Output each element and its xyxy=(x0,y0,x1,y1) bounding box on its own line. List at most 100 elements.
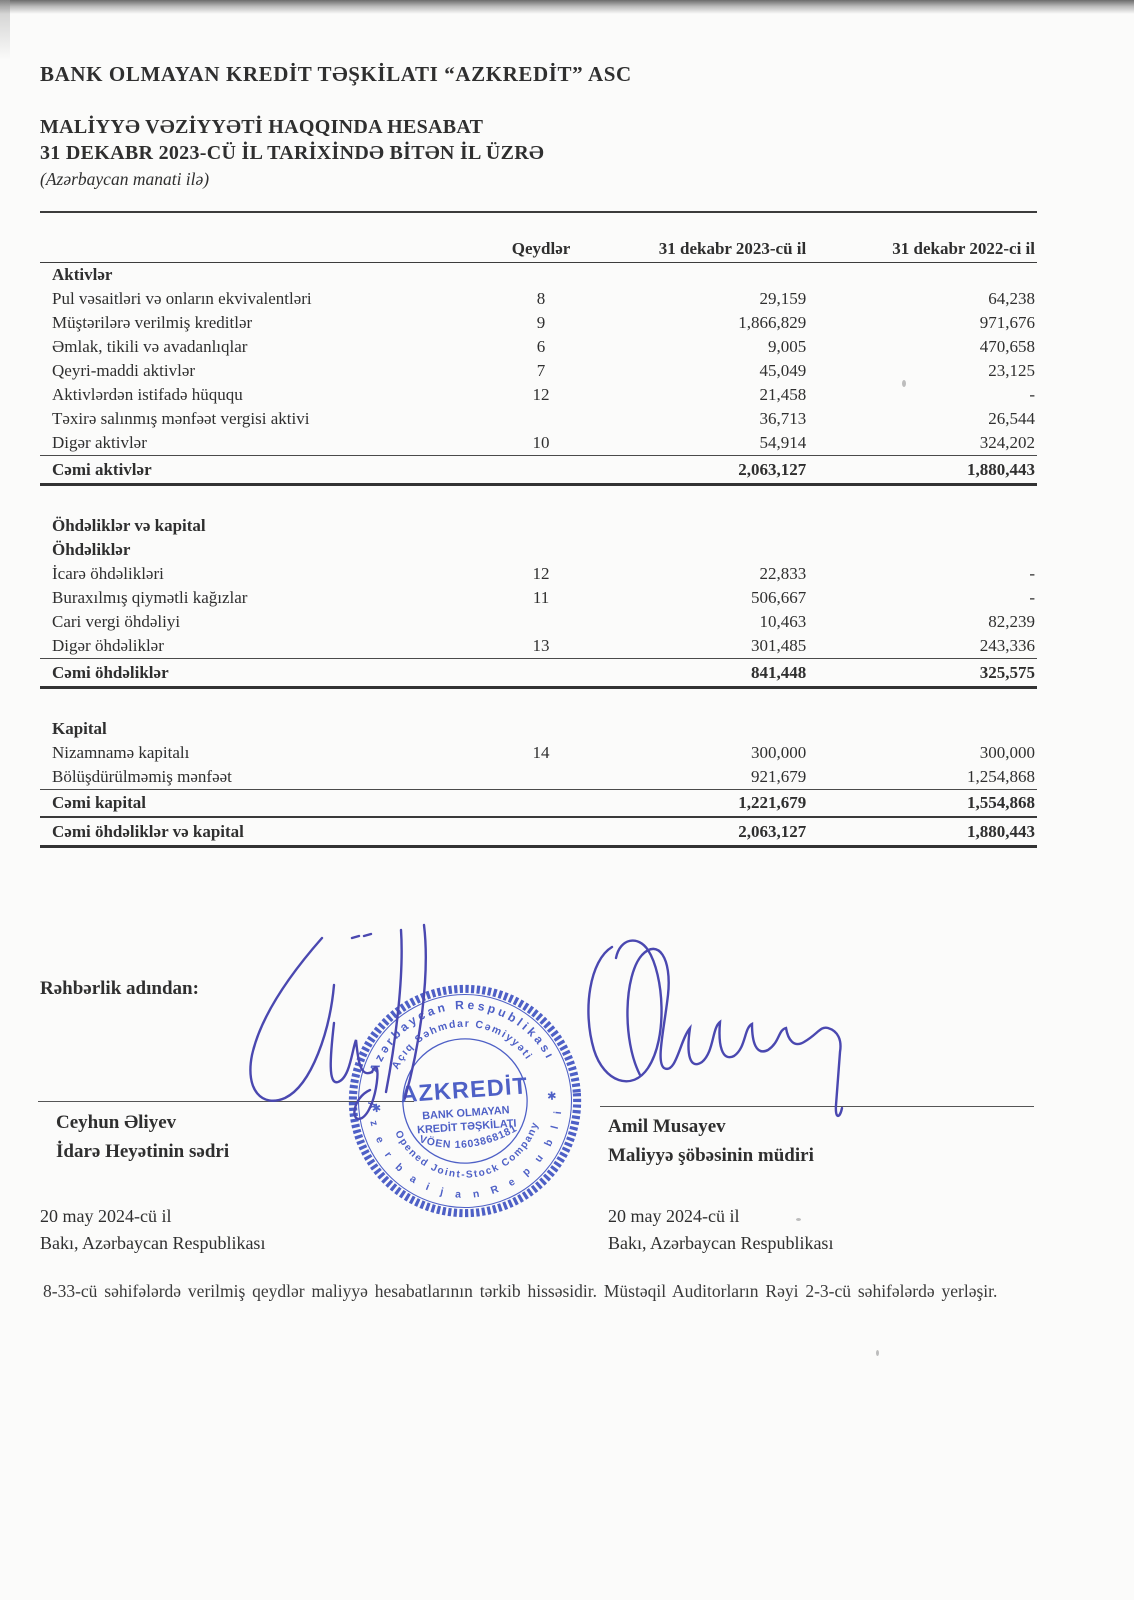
row-label: Müştərilərə verilmiş kreditlər xyxy=(52,313,253,332)
table-row: Digər aktivlər 10 54,914 324,202 xyxy=(40,431,1037,455)
row-value-2022: 300,000 xyxy=(979,743,1036,762)
row-value-2022: 243,336 xyxy=(979,636,1036,655)
row-value-2023: 1,221,679 xyxy=(738,793,807,812)
signatory-title: İdarə Heyətinin sədri xyxy=(56,1141,230,1162)
signatory-right: Amil Musayev Maliyyə şöbəsinin müdiri xyxy=(608,1112,814,1170)
sign-date: 20 may 2024-cü il xyxy=(608,1206,740,1226)
row-value-2023: 300,000 xyxy=(751,743,807,762)
table-spacer-row xyxy=(40,486,1037,514)
row-label: İcarə öhdəlikləri xyxy=(52,564,164,583)
row-label: Cari vergi öhdəliyi xyxy=(52,612,181,631)
table-row: Öhdəliklər və kapital xyxy=(40,514,1037,538)
currency-note: (Azərbaycan manati ilə) xyxy=(40,169,210,189)
scan-speck xyxy=(902,380,906,387)
row-label: Əmlak, tikili və avadanlıqlar xyxy=(52,337,248,356)
row-value-2023: 45,049 xyxy=(759,361,807,380)
table-row: Nizamnamə kapitalı 14 300,000 300,000 xyxy=(40,741,1037,765)
row-note-number: 6 xyxy=(536,337,546,356)
table-row: Cəmi kapital 1,221,679 1,554,868 xyxy=(40,789,1037,818)
table-row: Öhdəliklər xyxy=(40,538,1037,562)
date-place-right: 20 may 2024-cü il Bakı, Azərbaycan Respu… xyxy=(608,1203,833,1257)
company-name: BANK OLMAYAN KREDİT TƏŞKİLATI “AZKREDİT”… xyxy=(40,62,632,86)
row-value-2022: 324,202 xyxy=(979,433,1036,452)
stamp-star-left-icon: ✱ xyxy=(371,1103,381,1116)
report-period: 31 DEKABR 2023-CÜ İL TARİXİNDƏ BİTƏN İL … xyxy=(40,142,545,164)
row-note-number: 10 xyxy=(532,433,550,452)
table-row: Buraxılmış qiymətli kağızlar 11 506,667 - xyxy=(40,586,1037,610)
row-value-2022: 1,254,868 xyxy=(967,767,1036,786)
column-header-notes: Qeydlər xyxy=(511,239,571,258)
table-spacer-row xyxy=(40,689,1037,717)
row-value-2022: 64,238 xyxy=(988,289,1036,308)
table-row: Cəmi aktivlər 2,063,127 1,880,443 xyxy=(40,455,1037,486)
scan-speck xyxy=(796,1218,801,1221)
row-value-2023: 921,679 xyxy=(751,767,807,786)
balance-sheet-table: Qeydlər 31 dekabr 2023-cü il 31 dekabr 2… xyxy=(40,211,1037,848)
row-value-2022: 1,554,868 xyxy=(967,793,1036,812)
row-value-2023: 2,063,127 xyxy=(738,459,807,479)
table-row: Müştərilərə verilmiş kreditlər 9 1,866,829… xyxy=(40,311,1037,335)
table-header-row: Qeydlər 31 dekabr 2023-cü il 31 dekabr 2… xyxy=(40,213,1037,263)
sign-place: Bakı, Azərbaycan Respublikası xyxy=(608,1233,834,1253)
row-value-2022: 1,880,443 xyxy=(967,459,1036,479)
signatory-name: Ceyhun Əliyev xyxy=(56,1112,177,1133)
company-stamp: Azərbaycan Respublikası A z e r b a i j … xyxy=(330,965,600,1230)
document-header: BANK OLMAYAN KREDİT TƏŞKİLATI “AZKREDİT”… xyxy=(40,62,1040,190)
signatory-name: Amil Musayev xyxy=(608,1116,726,1137)
date-place-left: 20 may 2024-cü il Bakı, Azərbaycan Respu… xyxy=(40,1203,265,1257)
row-value-2023: 2,063,127 xyxy=(738,821,807,841)
column-header-2022: 31 dekabr 2022-ci il xyxy=(892,239,1036,258)
row-value-2023: 841,448 xyxy=(751,662,807,682)
table-row: Aktivlərdən istifadə hüququ 12 21,458 - xyxy=(40,383,1037,407)
row-value-2022: - xyxy=(1029,385,1036,404)
row-label: Digər aktivlər xyxy=(52,433,147,452)
stamp-star-right-icon: ✱ xyxy=(547,1090,557,1103)
row-value-2022: 82,239 xyxy=(988,612,1036,631)
table-row: Kapital xyxy=(40,717,1037,741)
row-value-2022: 325,575 xyxy=(979,662,1036,682)
row-label: Cəmi kapital xyxy=(52,793,146,812)
row-value-2022: 470,658 xyxy=(979,337,1036,356)
row-label: Buraxılmış qiymətli kağızlar xyxy=(52,588,248,607)
row-value-2022: 1,880,443 xyxy=(967,821,1036,841)
row-value-2022: 23,125 xyxy=(988,361,1036,380)
table-row: Cəmi öhdəliklər və kapital 2,063,127 1,880… xyxy=(40,818,1037,848)
row-label: Bölüşdürülməmiş mənfəət xyxy=(52,767,232,786)
balance-table-body: Aktivlər Pul vəsaitləri və onların ekviva… xyxy=(40,263,1037,848)
row-label: Nizamnamə kapitalı xyxy=(52,743,190,762)
stamp-seal-graphic: Azərbaycan Respublikası A z e r b a i j … xyxy=(330,965,582,1218)
table-row: Pul vəsaitləri və onların ekvivalentləri… xyxy=(40,287,1037,311)
signature-line-right xyxy=(600,1106,1034,1107)
row-value-2023: 22,833 xyxy=(759,564,807,583)
row-value-2023: 1,866,829 xyxy=(738,313,807,332)
row-value-2023: 301,485 xyxy=(751,636,807,655)
scan-speck xyxy=(876,1350,879,1356)
row-label: Öhdəliklər və kapital xyxy=(52,516,206,535)
report-title-block: MALİYYƏ VƏZİYYƏTİ HAQQINDA HESABAT 31 DE… xyxy=(40,114,1040,166)
row-note-number: 9 xyxy=(536,313,546,332)
row-label: Təxirə salınmış mənfəət vergisi aktivi xyxy=(52,409,310,428)
scan-edge-artifact xyxy=(0,0,1134,14)
row-note-number: 12 xyxy=(532,385,550,404)
row-label: Aktivlərdən istifadə hüququ xyxy=(52,385,243,404)
table-row: Əmlak, tikili və avadanlıqlar 6 9,005 470,6… xyxy=(40,335,1037,359)
table-row: Təxirə salınmış mənfəət vergisi aktivi 36… xyxy=(40,407,1037,431)
row-value-2022: 26,544 xyxy=(988,409,1036,428)
row-value-2023: 10,463 xyxy=(759,612,807,631)
table-row: Aktivlər xyxy=(40,263,1037,287)
row-note-number: 8 xyxy=(536,289,546,308)
row-value-2022: - xyxy=(1029,588,1036,607)
management-heading: Rəhbərlik adından: xyxy=(40,978,199,999)
table-row: Digər öhdəliklər 13 301,485 243,336 xyxy=(40,634,1037,658)
signatory-title: Maliyyə şöbəsinin müdiri xyxy=(608,1145,814,1166)
table-row: Cari vergi öhdəliyi 10,463 82,239 xyxy=(40,610,1037,634)
row-label: Qeyri-maddi aktivlər xyxy=(52,361,196,380)
sign-date: 20 may 2024-cü il xyxy=(40,1206,172,1226)
row-note-number: 14 xyxy=(532,743,550,762)
row-note-number: 11 xyxy=(532,588,550,607)
row-value-2023: 36,713 xyxy=(759,409,807,428)
scan-corner-artifact xyxy=(0,0,10,60)
row-label: Cəmi aktivlər xyxy=(52,459,152,479)
stamp-center-name: AZKREDİT xyxy=(400,1072,529,1107)
row-value-2023: 9,005 xyxy=(768,337,807,356)
